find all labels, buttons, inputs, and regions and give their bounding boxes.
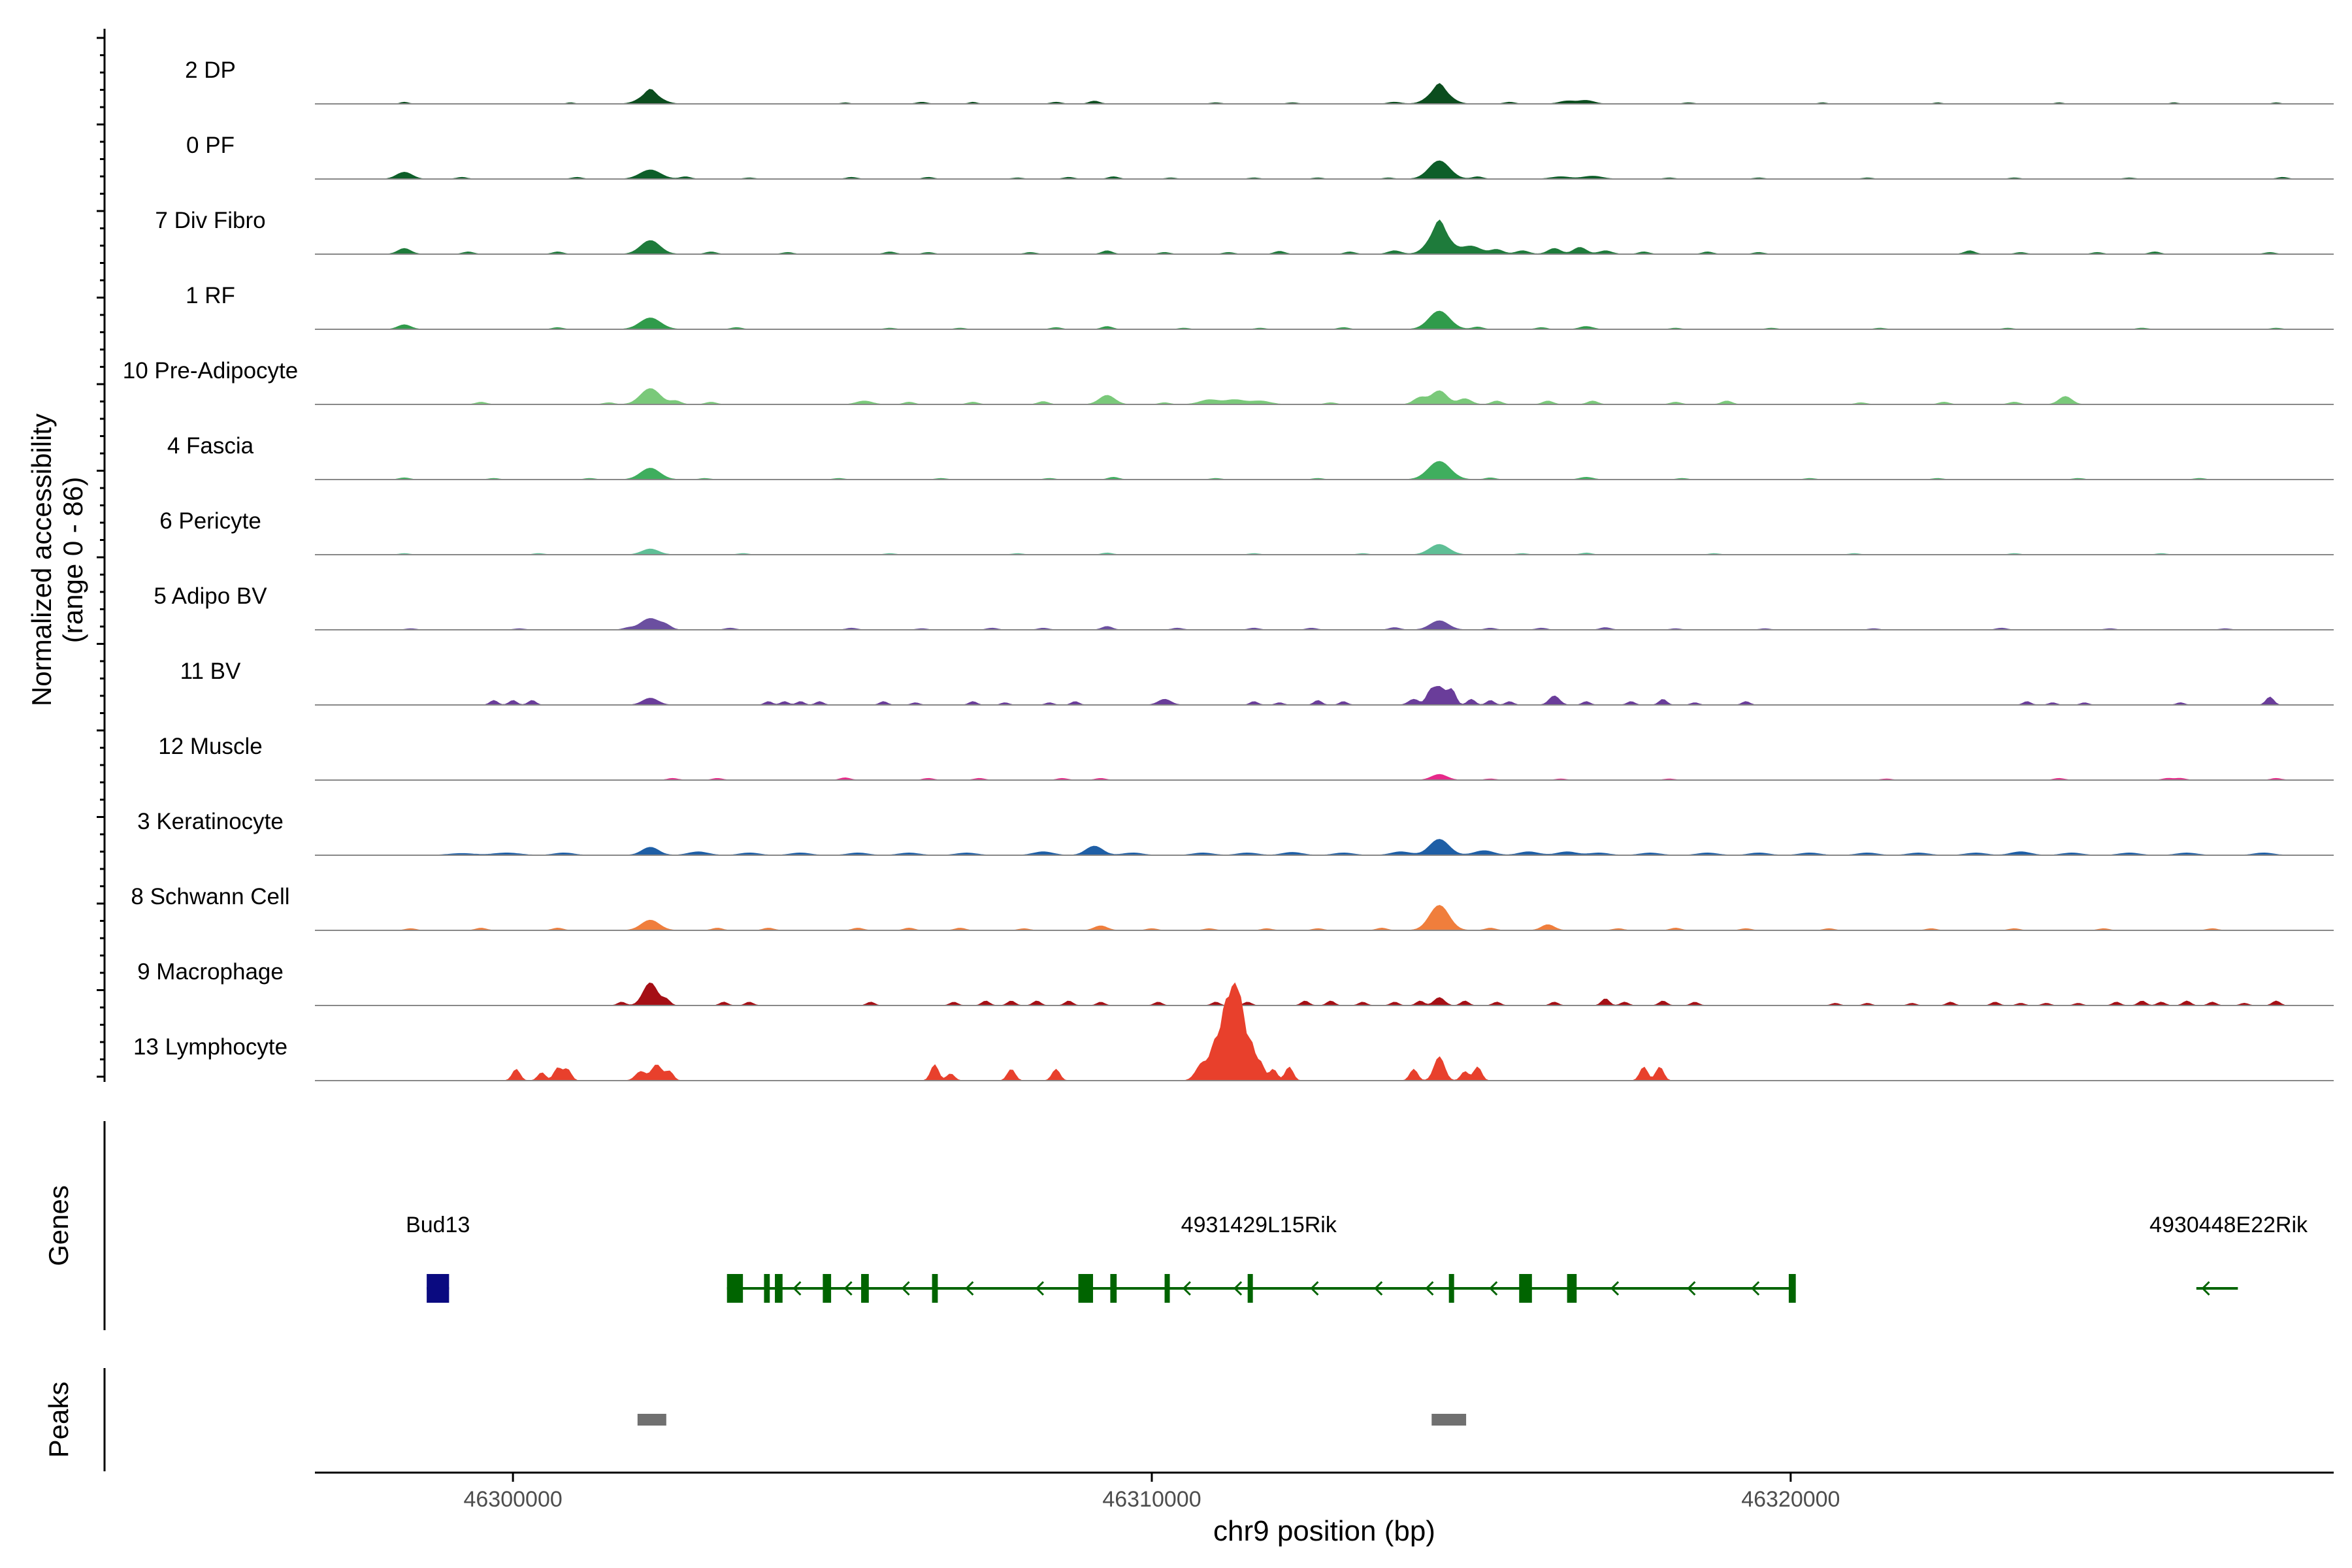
- gene-strand-arrow: [1310, 1281, 1319, 1296]
- track-label: 1 RF: [186, 283, 235, 308]
- track-label: 7 Div Fibro: [155, 208, 265, 233]
- track-label: 9 Macrophage: [137, 959, 284, 985]
- x-axis-tick-label: 46300000: [463, 1487, 562, 1512]
- gene-exon: [861, 1274, 869, 1303]
- gene-exon: [1788, 1274, 1796, 1303]
- gene-strand-arrow: [1035, 1281, 1045, 1296]
- coverage-area: [315, 219, 2334, 255]
- track-label: 11 BV: [180, 659, 241, 684]
- coverage-area: [315, 982, 2334, 1006]
- gene-strand-arrow: [2201, 1281, 2210, 1296]
- gene-label: 4930448E22Rik: [2149, 1213, 2308, 1237]
- coverage-area: [315, 160, 2334, 180]
- x-axis-tick-label: 46320000: [1741, 1487, 1840, 1512]
- track-label: 5 Adipo BV: [154, 583, 267, 609]
- y-axis-title-line2: (range 0 - 86): [57, 477, 88, 643]
- coverage-area: [315, 685, 2334, 706]
- gene-exon: [1247, 1274, 1253, 1303]
- coverage-area: [315, 618, 2334, 630]
- gene-exon: [764, 1274, 770, 1303]
- gene-exon: [1078, 1274, 1094, 1303]
- gene-label: 4931429L15Rik: [1181, 1213, 1337, 1237]
- gene-exon: [727, 1274, 743, 1303]
- genes-track: Genes Bud13 4931429L15Rik 4930448E22Rik: [43, 1121, 2308, 1330]
- coverage-area: [315, 839, 2334, 856]
- gene-label: Bud13: [406, 1213, 470, 1237]
- coverage-area: [315, 905, 2334, 931]
- track-label: 12 Muscle: [158, 734, 263, 759]
- x-axis-tick-label: 46310000: [1102, 1487, 1201, 1512]
- gene-strand-arrow: [1182, 1281, 1191, 1296]
- track-label: 4 Fascia: [167, 433, 254, 459]
- track-label: 13 Lymphocyte: [133, 1034, 287, 1060]
- track-labels: 2 DP 0 PF 7 Div Fibro 1 RF 10 Pre-Adipocyte 4…: [123, 57, 298, 1060]
- coverage-tracks: [315, 83, 2334, 1081]
- y-axis: [97, 29, 106, 1082]
- track-label: 2 DP: [185, 57, 236, 83]
- gene-strand-arrow: [1610, 1281, 1620, 1296]
- coverage-area: [315, 388, 2334, 405]
- coverage-area: [315, 83, 2334, 105]
- x-axis-title: chr9 position (bp): [1213, 1515, 1435, 1547]
- track-label: 3 Keratinocyte: [137, 809, 284, 834]
- gene-strand-arrow: [965, 1281, 974, 1296]
- x-axis: 46300000 46310000 46320000: [315, 1471, 2334, 1512]
- gene-exon: [775, 1274, 783, 1303]
- gene-strand-arrow: [901, 1281, 910, 1296]
- track-label: 6 Pericyte: [159, 508, 261, 534]
- gene-exon: [1110, 1274, 1117, 1303]
- peaks-track: Peaks: [43, 1368, 1467, 1471]
- gene-exon: [1567, 1274, 1577, 1303]
- gene-strand-arrow: [1233, 1281, 1243, 1296]
- coverage-area: [315, 544, 2334, 555]
- track-label: 0 PF: [186, 133, 235, 158]
- coverage-area: [315, 982, 2334, 1081]
- gene-strand-arrow: [1687, 1281, 1696, 1296]
- gene-strand-arrow: [1489, 1281, 1498, 1296]
- gene-exon: [1448, 1274, 1454, 1303]
- track-label: 8 Schwann Cell: [131, 884, 289, 909]
- track-label: 10 Pre-Adipocyte: [123, 358, 298, 384]
- genes-panel-label: Genes: [43, 1185, 74, 1266]
- gene-strand-arrow: [1751, 1281, 1760, 1296]
- gene-exon: [932, 1274, 938, 1303]
- y-axis-title-line1: Normalized accessibility: [26, 414, 57, 706]
- gene-exon: [823, 1274, 832, 1303]
- gene-strand-arrow: [1425, 1281, 1434, 1296]
- peak-region: [637, 1414, 666, 1426]
- peak-region: [1431, 1414, 1467, 1426]
- coverage-area: [315, 461, 2334, 480]
- coverage-area: [315, 310, 2334, 330]
- peaks-panel-label: Peaks: [43, 1382, 74, 1458]
- gene-exon: [427, 1274, 449, 1303]
- coverage-area: [315, 774, 2334, 781]
- gene-strand-arrow: [1374, 1281, 1383, 1296]
- gene-exon: [1519, 1274, 1532, 1303]
- gene-exon: [1164, 1274, 1170, 1303]
- gene-strand-arrow: [843, 1281, 853, 1296]
- gene-strand-arrow: [792, 1281, 802, 1296]
